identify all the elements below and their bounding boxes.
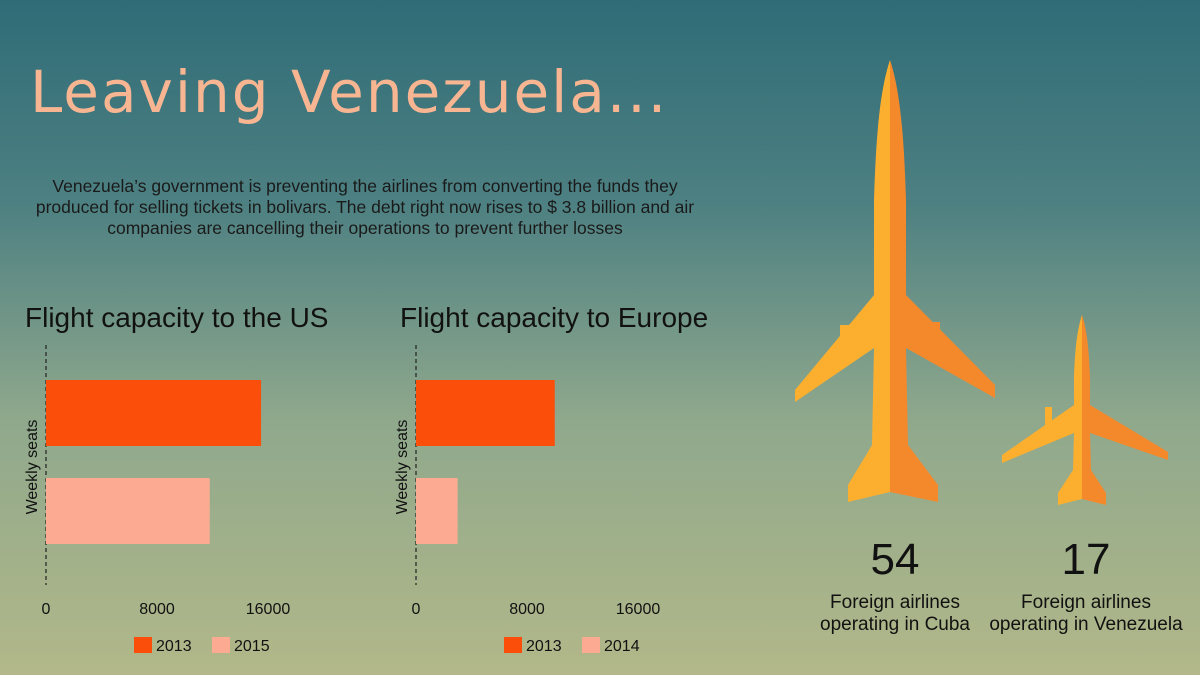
airline-label-cuba: Foreign airlines operating in Cuba <box>820 592 970 635</box>
chart-europe: Weekly seats 0 8000 16000 2013 2014 <box>394 345 661 655</box>
us-tick-8000: 8000 <box>139 601 175 618</box>
page-title: Leaving Venezuela... <box>30 58 669 126</box>
chart-title-europe: Flight capacity to Europe <box>400 302 709 333</box>
us-tick-0: 0 <box>42 601 51 618</box>
us-legend-label-2015: 2015 <box>234 638 270 655</box>
airline-count-venezuela: 17 <box>1061 535 1111 584</box>
europe-legend-label-2014: 2014 <box>604 638 640 655</box>
airline-count-cuba: 54 <box>870 535 920 584</box>
intro-text: Venezuela’s government is preventing the… <box>35 176 695 238</box>
europe-bar-2013 <box>416 380 555 446</box>
us-tick-16000: 16000 <box>246 601 291 618</box>
europe-tick-0: 0 <box>412 601 421 618</box>
europe-tick-16000: 16000 <box>616 601 661 618</box>
us-bar-2013 <box>46 380 262 446</box>
chart-title-us: Flight capacity to the US <box>25 302 329 333</box>
europe-ylabel: Weekly seats <box>394 420 411 515</box>
chart-us: Weekly seats 0 8000 16000 2013 2015 <box>24 345 291 655</box>
europe-bar-2014 <box>416 478 458 544</box>
us-legend-swatch-2015 <box>212 637 230 653</box>
us-legend-swatch-2013 <box>134 637 152 653</box>
airline-label-venezuela: Foreign airlines operating in Venezuela <box>989 592 1183 635</box>
europe-legend-swatch-2013 <box>504 637 522 653</box>
europe-legend-swatch-2014 <box>582 637 600 653</box>
us-ylabel: Weekly seats <box>24 420 41 515</box>
europe-legend-label-2013: 2013 <box>526 638 562 655</box>
airplane-small-icon <box>1002 315 1168 505</box>
us-legend-label-2013: 2013 <box>156 638 192 655</box>
us-bar-2015 <box>46 478 210 544</box>
airplane-large-icon <box>795 60 995 502</box>
europe-tick-8000: 8000 <box>509 601 545 618</box>
